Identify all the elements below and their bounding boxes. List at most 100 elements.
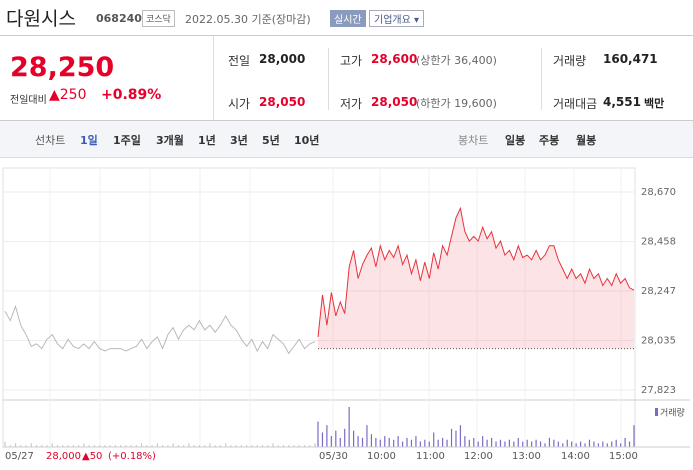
volume-bar xyxy=(135,445,137,447)
tab[interactable]: 일봉 xyxy=(505,134,526,147)
tab[interactable]: 1년 xyxy=(198,134,216,147)
volume-bar xyxy=(584,443,586,447)
volume-bar xyxy=(151,445,153,447)
volume-bar xyxy=(183,445,185,447)
volume-bar xyxy=(119,445,122,447)
volume-bar xyxy=(406,437,408,447)
volume-bar xyxy=(424,439,426,447)
volume-bar xyxy=(261,445,264,447)
volume-bar xyxy=(415,436,417,447)
tab[interactable]: 1일 xyxy=(80,134,98,147)
volume-bar xyxy=(624,437,626,447)
volume-bar xyxy=(473,437,475,447)
cell-note: (상한가 36,400) xyxy=(416,54,497,67)
volume-bar xyxy=(486,439,488,447)
volume-bar xyxy=(464,436,466,447)
volume-bar xyxy=(93,445,95,447)
x-tick-label: 14:00 xyxy=(561,451,590,462)
volume-bar xyxy=(450,428,453,447)
volume-bar xyxy=(620,443,622,447)
cell-value: 28,050 xyxy=(371,95,418,109)
volume-bar xyxy=(633,425,635,447)
volume-bar xyxy=(20,445,22,447)
volume-bar xyxy=(335,430,337,447)
info-price: 28,000 xyxy=(46,451,81,462)
volume-bar xyxy=(41,445,43,447)
volume-bar xyxy=(282,445,285,447)
volume-bar xyxy=(517,437,519,447)
volume-bar xyxy=(298,445,300,447)
price: 28,250 xyxy=(10,52,115,83)
volume-bar xyxy=(504,441,506,447)
cell-value: 4,551 xyxy=(603,95,641,109)
volume-bar xyxy=(330,436,332,447)
volume-bar xyxy=(557,441,559,447)
volume-bar xyxy=(188,443,190,447)
volume-bar xyxy=(419,441,421,447)
tab[interactable]: 3년 xyxy=(230,134,248,147)
stock-name: 다원시스 xyxy=(6,8,76,30)
info-change: ▲50 xyxy=(82,451,102,462)
volume-legend-swatch xyxy=(655,408,658,416)
volume-bar xyxy=(267,445,269,447)
volume-bar xyxy=(366,425,368,447)
volume-bar xyxy=(35,445,38,447)
realtime-button[interactable]: 실시간 xyxy=(330,10,366,27)
volume-bar xyxy=(67,445,69,447)
volume-bar xyxy=(204,445,206,447)
tab[interactable]: 5년 xyxy=(262,134,280,147)
volume-bar xyxy=(62,445,64,447)
cell-label: 저가 xyxy=(340,97,363,111)
volume-bar xyxy=(46,445,48,447)
volume-bar xyxy=(214,445,216,447)
volume-bar xyxy=(167,445,169,447)
volume-bar xyxy=(156,443,158,447)
volume-bar xyxy=(357,436,359,447)
volume-bar xyxy=(230,445,232,447)
volume-bar xyxy=(544,443,546,447)
volume-bar xyxy=(588,439,591,447)
volume-bar xyxy=(272,443,274,447)
cell-label: 거래대금 xyxy=(553,97,598,111)
volume-bar xyxy=(162,445,164,447)
volume-bar xyxy=(225,443,227,447)
volume-bar xyxy=(353,430,355,447)
tab[interactable]: 3개월 xyxy=(156,134,184,147)
volume-bar xyxy=(401,441,404,447)
tab[interactable]: 10년 xyxy=(294,134,320,147)
tab-label: 봉차트 xyxy=(458,134,489,147)
volume-legend: 거래량 xyxy=(660,407,685,419)
volume-bar xyxy=(628,441,631,447)
tab[interactable]: 주봉 xyxy=(539,134,560,147)
volume-bar xyxy=(375,437,377,447)
volume-bar xyxy=(303,445,306,447)
volume-bar xyxy=(499,439,502,447)
cell-note: (하한가 19,600) xyxy=(416,97,497,110)
volume-bar xyxy=(209,443,211,447)
volume-bar xyxy=(109,445,111,447)
volume-bar xyxy=(98,445,101,447)
overview-button[interactable]: 기업개요 ▾ xyxy=(369,10,424,27)
volume-bar xyxy=(193,445,195,447)
cell-label: 고가 xyxy=(340,54,363,68)
volume-bar xyxy=(51,443,53,447)
volume-bar xyxy=(566,439,568,447)
volume-bar xyxy=(104,445,106,447)
volume-bar xyxy=(348,407,350,447)
volume-bar xyxy=(575,443,577,447)
divider xyxy=(328,48,329,110)
x-tick-label: 10:00 xyxy=(367,451,396,462)
volume-bar xyxy=(177,445,179,447)
price-line xyxy=(317,206,635,337)
tab[interactable]: 월봉 xyxy=(576,134,597,147)
divider xyxy=(0,35,693,36)
volume-bar xyxy=(317,421,319,447)
volume-bar xyxy=(455,430,457,447)
tab[interactable]: 1주일 xyxy=(113,134,141,147)
volume-bar xyxy=(146,445,148,447)
volume-bar xyxy=(25,445,27,447)
cell-label: 시가 xyxy=(228,97,251,111)
volume-bar xyxy=(495,441,497,447)
volume-bar xyxy=(606,443,608,447)
